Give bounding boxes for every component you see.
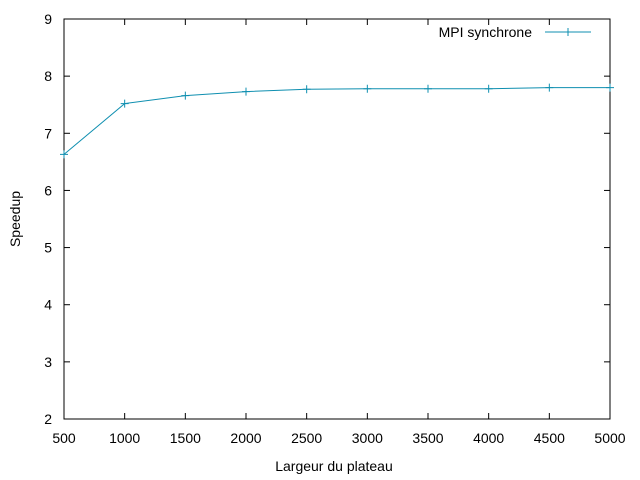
x-axis-label: Largeur du plateau [275, 458, 393, 474]
x-tick-label: 5000 [594, 430, 625, 446]
y-tick-label: 2 [44, 411, 52, 427]
y-tick-label: 9 [44, 11, 52, 27]
y-tick-label: 7 [44, 125, 52, 141]
tick-labels: 500 1000 1500 2000 2500 3000 3500 4000 4500 5000 2… [44, 11, 626, 446]
data-point [363, 84, 372, 93]
legend-marker [564, 28, 572, 36]
series-line [63, 87, 610, 155]
data-point [424, 84, 432, 93]
data-point [302, 85, 311, 94]
series-layer [60, 83, 614, 159]
x-tick-label: 3000 [352, 430, 383, 446]
y-tick-label: 6 [44, 182, 52, 198]
y-tick-label: 3 [44, 354, 52, 370]
x-tick-label: 2000 [230, 430, 261, 446]
x-tick-label: 1500 [170, 430, 201, 446]
data-point [545, 83, 554, 92]
y-tick-label: 8 [44, 68, 52, 84]
legend-label: MPI synchrone [439, 24, 533, 40]
data-point [484, 84, 493, 93]
plot-frame [63, 18, 611, 420]
y-axis-label: Speedup [7, 191, 23, 247]
axis-ticks [63, 18, 611, 420]
y-tick-label: 5 [44, 240, 52, 256]
data-point [181, 91, 190, 100]
data-point [120, 99, 129, 108]
x-tick-label: 500 [52, 430, 76, 446]
x-tick-label: 2500 [291, 430, 322, 446]
x-tick-label: 4000 [473, 430, 504, 446]
legend: MPI synchrone [439, 24, 591, 40]
x-tick-label: 4500 [534, 430, 565, 446]
data-point [606, 83, 614, 92]
x-tick-label: 3500 [412, 430, 443, 446]
y-tick-label: 4 [44, 297, 52, 313]
x-tick-label: 1000 [109, 430, 140, 446]
data-point [242, 87, 250, 96]
data-point [60, 150, 68, 159]
